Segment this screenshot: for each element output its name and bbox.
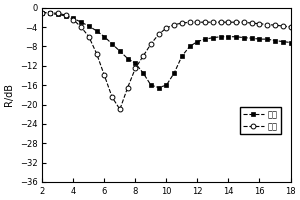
计算 [87,25,91,27]
计算 [134,62,137,65]
实测 [250,22,253,24]
实测 [79,26,83,28]
计算 [103,36,106,38]
实测 [234,21,238,23]
实测 [118,108,122,111]
实测 [219,21,223,23]
计算 [281,40,285,43]
计算 [40,11,44,14]
计算 [95,30,98,32]
计算 [289,41,292,44]
Line: 计算: 计算 [40,10,292,90]
计算 [165,84,168,86]
实测 [141,55,145,57]
实测 [188,21,191,23]
计算 [141,72,145,74]
计算 [172,72,176,74]
实测 [56,12,60,15]
实测 [258,22,261,25]
实测 [289,26,292,28]
计算 [227,36,230,38]
实测 [126,86,129,89]
计算 [196,40,199,43]
实测 [273,24,277,26]
实测 [95,52,98,55]
计算 [48,12,52,15]
计算 [234,36,238,38]
实测 [242,21,246,23]
实测 [165,27,168,29]
计算 [157,86,160,89]
实测 [281,25,285,27]
计算 [219,36,223,38]
计算 [72,17,75,20]
实测 [110,96,114,98]
实测 [227,21,230,23]
计算 [211,36,215,39]
实测 [134,67,137,69]
计算 [203,38,207,40]
实测 [266,23,269,26]
计算 [56,13,60,16]
计算 [149,84,153,86]
Legend: 计算, 实测: 计算, 实测 [240,107,281,134]
实测 [203,21,207,23]
计算 [79,21,83,23]
计算 [242,36,246,39]
实测 [103,74,106,77]
计算 [64,15,68,17]
计算 [266,38,269,40]
Y-axis label: R/dB: R/dB [4,83,14,106]
计算 [118,50,122,52]
实测 [157,33,160,35]
实测 [180,22,184,24]
计算 [126,57,129,60]
Line: 实测: 实测 [40,10,293,112]
实测 [40,11,44,14]
实测 [196,21,199,23]
计算 [250,37,253,39]
计算 [180,55,184,57]
实测 [87,36,91,38]
计算 [273,39,277,42]
计算 [188,45,191,48]
计算 [110,43,114,45]
实测 [48,11,52,14]
计算 [258,38,261,40]
实测 [72,19,75,21]
实测 [172,23,176,26]
实测 [64,14,68,16]
实测 [211,21,215,23]
实测 [149,43,153,45]
